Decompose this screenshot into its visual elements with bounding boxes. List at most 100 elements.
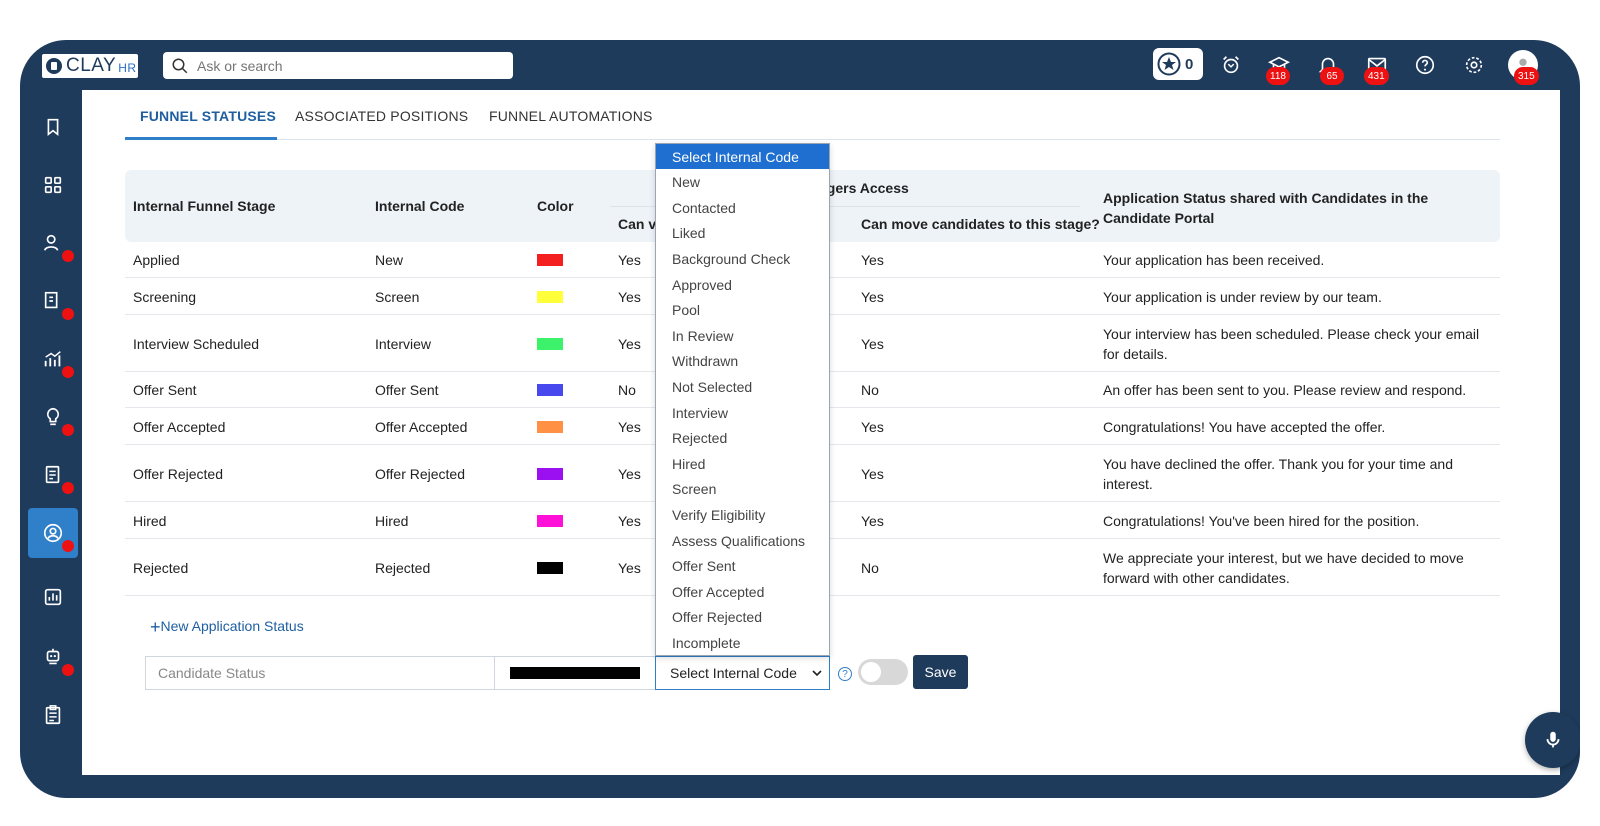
cell-code: New — [375, 252, 404, 268]
dropdown-option[interactable]: In Review — [672, 327, 734, 344]
sidebar-item-support[interactable] — [28, 632, 78, 682]
cell-stage: Rejected — [133, 559, 189, 576]
search-input[interactable] — [197, 57, 497, 74]
selected-color-swatch — [510, 667, 640, 679]
dropdown-option[interactable]: Withdrawn — [672, 353, 739, 370]
ideas-alert-dot — [62, 424, 74, 436]
cell-can-view: Yes — [618, 252, 641, 268]
favorites-button[interactable]: 0 — [1153, 48, 1203, 80]
color-swatch — [537, 384, 563, 396]
cell-can-view: Yes — [618, 559, 641, 576]
star-count: 0 — [1185, 55, 1194, 73]
internal-code-select-value: Select Internal Code — [670, 665, 797, 681]
dropdown-option[interactable]: Liked — [672, 225, 706, 242]
analytics-alert-dot — [62, 366, 74, 378]
sidebar-item-bookmarks[interactable] — [28, 102, 78, 152]
tab-funnel-automations[interactable]: FUNNEL AUTOMATIONS — [489, 108, 653, 124]
dropdown-option[interactable]: Offer Rejected — [672, 609, 763, 626]
candidate-status-input[interactable]: Candidate Status — [145, 656, 495, 690]
help-button[interactable] — [1412, 52, 1438, 78]
star-icon — [1157, 52, 1181, 76]
color-swatch — [537, 254, 563, 266]
dropdown-option[interactable]: Background Check — [672, 250, 791, 267]
cell-can-move: Yes — [861, 418, 884, 435]
document-icon — [45, 465, 60, 484]
sidebar-item-dashboard[interactable] — [28, 160, 78, 210]
sidebar-item-documents[interactable] — [28, 450, 78, 500]
color-swatch — [537, 514, 563, 527]
cell-can-view: Yes — [618, 418, 641, 435]
logo-mark-icon — [46, 58, 62, 74]
header-stage: Internal Funnel Stage — [133, 198, 276, 214]
search-box[interactable] — [163, 52, 513, 79]
alarm-button[interactable] — [1218, 52, 1244, 78]
toggle-knob — [861, 662, 881, 682]
sidebar-item-analytics[interactable] — [28, 334, 78, 384]
users-icon — [43, 234, 59, 251]
app-window: CLAY HR 0 118 65 431 — [20, 40, 1580, 798]
cell-status-message: We appreciate your interest, but we have… — [1103, 549, 1464, 586]
voice-assistant-button[interactable] — [1525, 712, 1580, 768]
sidebar-item-ideas[interactable] — [28, 392, 78, 442]
dropdown-option[interactable]: Interview — [672, 404, 729, 421]
visibility-toggle[interactable] — [858, 659, 908, 685]
dropdown-option[interactable]: Pool — [672, 302, 701, 319]
dropdown-option[interactable]: Assess Qualifications — [672, 532, 806, 549]
cell-code: Offer Sent — [375, 382, 439, 398]
dropdown-option[interactable]: Offer Accepted — [672, 583, 765, 600]
dropdown-option[interactable]: Contacted — [672, 199, 736, 216]
lightbulb-icon — [46, 407, 60, 426]
alarm-clock-icon — [1223, 56, 1239, 74]
cell-stage: Screening — [133, 288, 197, 305]
dropdown-option[interactable]: Rejected — [672, 430, 728, 447]
new-application-status-link[interactable]: +New Application Status — [150, 617, 304, 637]
report-chart-icon — [44, 588, 62, 606]
notifications-badge: 65 — [1320, 67, 1344, 85]
cell-status-message: You have declined the offer. Thank you f… — [1103, 455, 1453, 492]
sidebar-item-recruiting[interactable] — [28, 508, 78, 558]
user-circle-icon — [43, 523, 63, 543]
cell-status-message: Congratulations! You have accepted the o… — [1103, 418, 1386, 435]
cell-can-move: Yes — [861, 465, 884, 482]
sidebar-item-payroll[interactable] — [28, 276, 78, 326]
tab-funnel-statuses[interactable]: FUNNEL STATUSES — [140, 108, 277, 124]
clayhr-logo[interactable]: CLAY HR — [42, 54, 138, 78]
people-alert-dot — [62, 250, 74, 262]
dropdown-option[interactable]: Verify Eligibility — [672, 506, 766, 523]
settings-button[interactable] — [1461, 52, 1487, 78]
gear-icon — [1465, 56, 1483, 74]
cell-code: Offer Rejected — [375, 465, 466, 482]
help-circle-icon[interactable]: ? — [838, 667, 852, 681]
dropdown-option[interactable]: New — [672, 174, 701, 191]
logo-suffix: HR — [118, 61, 137, 75]
main-content: FUNNEL STATUSES ASSOCIATED POSITIONS FUN… — [82, 90, 1580, 775]
sidebar-item-people[interactable] — [28, 218, 78, 268]
dropdown-option[interactable]: Select Internal Code — [656, 144, 829, 169]
header-color: Color — [537, 198, 574, 214]
dropdown-option[interactable]: Hired — [672, 455, 706, 472]
save-button[interactable]: Save — [913, 655, 968, 689]
cell-can-move: Yes — [861, 252, 884, 268]
cell-code: Offer Accepted — [375, 418, 468, 435]
header-can-move: Can move candidates to this stage? — [861, 216, 1100, 232]
dropdown-option[interactable]: Screen — [672, 481, 717, 498]
cell-code: Screen — [375, 288, 420, 305]
cell-can-move: Yes — [861, 288, 884, 305]
support-alert-dot — [62, 664, 74, 676]
color-swatch — [537, 467, 563, 480]
cell-status-message: Your application has been received. — [1103, 252, 1325, 268]
dropdown-option[interactable]: Offer Sent — [672, 558, 736, 575]
learning-badge: 118 — [1266, 67, 1290, 85]
dropdown-option[interactable]: Incomplete — [672, 634, 741, 651]
dropdown-option[interactable]: Not Selected — [672, 378, 753, 395]
dropdown-option[interactable]: Approved — [672, 276, 732, 293]
internal-code-select[interactable]: Select Internal Code — [655, 656, 830, 690]
tab-associated-positions[interactable]: ASSOCIATED POSITIONS — [295, 108, 469, 124]
color-swatch — [537, 337, 563, 350]
sidebar-item-reports[interactable] — [28, 572, 78, 622]
sidebar-item-tasks[interactable] — [28, 690, 78, 740]
top-bar: CLAY HR 0 118 65 431 — [20, 40, 1580, 90]
logo-text: CLAY — [66, 55, 117, 76]
cell-status-message: Your interview has been scheduled. Pleas… — [1103, 325, 1480, 362]
header-status-shared: Application Status shared with Candidate… — [1103, 190, 1429, 226]
